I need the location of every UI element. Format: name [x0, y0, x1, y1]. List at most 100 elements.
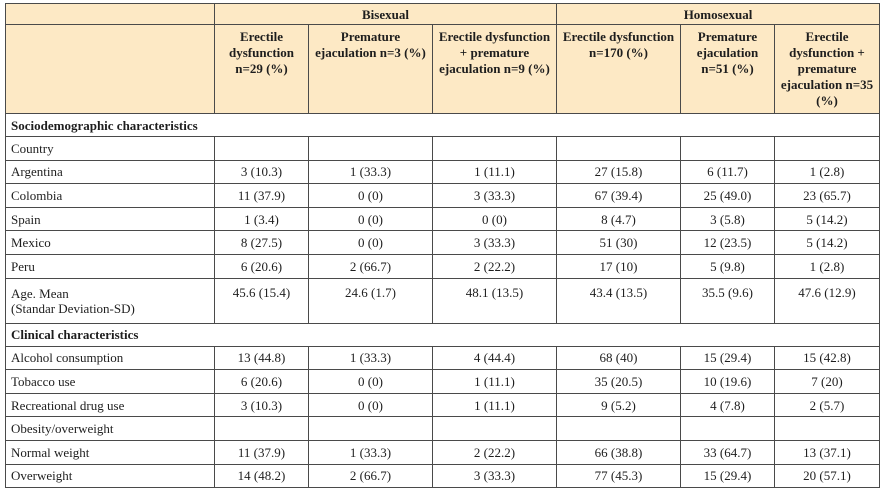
table-row: Colombia 11 (37.9) 0 (0) 3 (33.3) 67 (39.4) 2…	[5, 183, 880, 208]
row-label: Colombia	[5, 183, 215, 208]
value-cell	[556, 136, 681, 161]
value-cell: 8 (27.5)	[214, 230, 309, 255]
value-cell: 24.6 (1.7)	[308, 277, 433, 324]
value-cell: 15 (29.4)	[680, 463, 775, 489]
value-cell: 3 (33.3)	[432, 183, 557, 208]
value-cell: 66 (38.8)	[556, 439, 681, 465]
row-label-text: Overweight	[11, 468, 73, 484]
value-cell: 3 (5.8)	[680, 206, 775, 232]
section-row: Clinical characteristics	[5, 322, 880, 347]
value-cell: 1 (3.4)	[214, 206, 309, 232]
value-cell: 2 (22.2)	[432, 253, 557, 279]
value-cell: 35 (20.5)	[556, 369, 681, 394]
value-cell: 2 (66.7)	[308, 253, 433, 279]
row-label: Tobacco use	[5, 369, 215, 394]
value-cell: 3 (10.3)	[214, 159, 309, 185]
value-cell: 1 (2.8)	[774, 253, 880, 279]
section-heading: Sociodemographic characteristics	[5, 113, 880, 137]
row-label-text: Mexico	[11, 235, 51, 251]
table-body: Sociodemographic characteristics Country A…	[5, 113, 880, 489]
value-cell	[214, 416, 309, 441]
table-row: Alcohol consumption 13 (44.8) 1 (33.3) 4 (4…	[5, 345, 880, 371]
column-header-row: Erectile dysfunction n=29 (%) Premature …	[5, 24, 880, 114]
value-cell: 15 (29.4)	[680, 345, 775, 371]
value-cell	[308, 416, 433, 441]
row-label: Spain	[5, 206, 215, 232]
value-cell: 51 (30)	[556, 230, 681, 255]
col-header-bi-ed-pe: Erectile dysfunction + premature ejacula…	[432, 24, 557, 114]
value-cell	[556, 416, 681, 441]
value-cell	[680, 136, 775, 161]
value-cell: 1 (33.3)	[308, 159, 433, 185]
value-cell: 15 (42.8)	[774, 345, 880, 371]
value-cell: 2 (22.2)	[432, 439, 557, 465]
row-label-text: Recreational drug use	[11, 397, 125, 413]
table-row: Mexico 8 (27.5) 0 (0) 3 (33.3) 51 (30) 12 (23…	[5, 230, 880, 255]
row-label: Mexico	[5, 230, 215, 255]
table-row: Tobacco use 6 (20.6) 0 (0) 1 (11.1) 35 (20.5…	[5, 369, 880, 394]
value-cell: 5 (14.2)	[774, 206, 880, 232]
row-label: Alcohol consumption	[5, 345, 215, 371]
value-cell: 43.4 (13.5)	[556, 277, 681, 324]
value-cell: 1 (33.3)	[308, 439, 433, 465]
row-label: Country	[5, 136, 215, 161]
col-header-homo-ed: Erectile dysfunction n=170 (%)	[556, 24, 681, 114]
row-label-text: Peru	[11, 258, 35, 274]
row-label-text: Colombia	[11, 187, 63, 203]
value-cell: 0 (0)	[308, 206, 433, 232]
row-label-text: Alcohol consumption	[11, 350, 124, 366]
value-cell	[214, 136, 309, 161]
table-row: Country	[5, 136, 880, 161]
value-cell: 2 (5.7)	[774, 392, 880, 418]
section-heading: Clinical characteristics	[5, 322, 880, 347]
corner-cell-bottom	[5, 24, 215, 114]
row-label-text: Country	[11, 140, 54, 156]
table-row: Age. Mean (Standar Deviation-SD) 45.6 (15.…	[5, 277, 880, 324]
value-cell: 0 (0)	[308, 183, 433, 208]
row-label-text: Normal weight	[11, 444, 90, 460]
value-cell: 2 (66.7)	[308, 463, 433, 489]
value-cell: 5 (9.8)	[680, 253, 775, 279]
value-cell: 9 (5.2)	[556, 392, 681, 418]
row-label: Obesity/overweight	[5, 416, 215, 441]
table-row: Argentina 3 (10.3) 1 (33.3) 1 (11.1) 27 (15.…	[5, 159, 880, 185]
value-cell: 10 (19.6)	[680, 369, 775, 394]
table-row: Overweight 14 (48.2) 2 (66.7) 3 (33.3) 77 (4…	[5, 463, 880, 489]
value-cell: 0 (0)	[308, 369, 433, 394]
value-cell: 14 (48.2)	[214, 463, 309, 489]
value-cell: 48.1 (13.5)	[432, 277, 557, 324]
value-cell: 25 (49.0)	[680, 183, 775, 208]
value-cell: 27 (15.8)	[556, 159, 681, 185]
table-row: Normal weight 11 (37.9) 1 (33.3) 2 (22.2) 66…	[5, 439, 880, 465]
value-cell: 6 (20.6)	[214, 253, 309, 279]
value-cell: 77 (45.3)	[556, 463, 681, 489]
value-cell: 23 (65.7)	[774, 183, 880, 208]
corner-cell-top	[5, 3, 215, 25]
value-cell: 4 (7.8)	[680, 392, 775, 418]
row-label-text: Argentina	[11, 164, 63, 180]
table-row: Obesity/overweight	[5, 416, 880, 441]
table-row: Recreational drug use 3 (10.3) 0 (0) 1 (11.…	[5, 392, 880, 418]
value-cell: 6 (11.7)	[680, 159, 775, 185]
value-cell: 0 (0)	[432, 206, 557, 232]
value-cell: 0 (0)	[308, 392, 433, 418]
row-label: Argentina	[5, 159, 215, 185]
row-label-text: Age. Mean	[11, 285, 69, 301]
value-cell: 45.6 (15.4)	[214, 277, 309, 324]
col-header-bi-ed: Erectile dysfunction n=29 (%)	[214, 24, 309, 114]
value-cell: 5 (14.2)	[774, 230, 880, 255]
row-label-text: Tobacco use	[11, 373, 76, 389]
value-cell: 33 (64.7)	[680, 439, 775, 465]
row-label: Age. Mean (Standar Deviation-SD)	[5, 277, 215, 324]
value-cell: 8 (4.7)	[556, 206, 681, 232]
table-row: Peru 6 (20.6) 2 (66.7) 2 (22.2) 17 (10) 5 (9.…	[5, 253, 880, 279]
value-cell	[308, 136, 433, 161]
value-cell: 47.6 (12.9)	[774, 277, 880, 324]
value-cell: 6 (20.6)	[214, 369, 309, 394]
col-header-bi-pe: Premature ejaculation n=3 (%)	[308, 24, 433, 114]
value-cell: 20 (57.1)	[774, 463, 880, 489]
value-cell: 11 (37.9)	[214, 439, 309, 465]
value-cell: 11 (37.9)	[214, 183, 309, 208]
value-cell: 1 (11.1)	[432, 392, 557, 418]
value-cell: 0 (0)	[308, 230, 433, 255]
